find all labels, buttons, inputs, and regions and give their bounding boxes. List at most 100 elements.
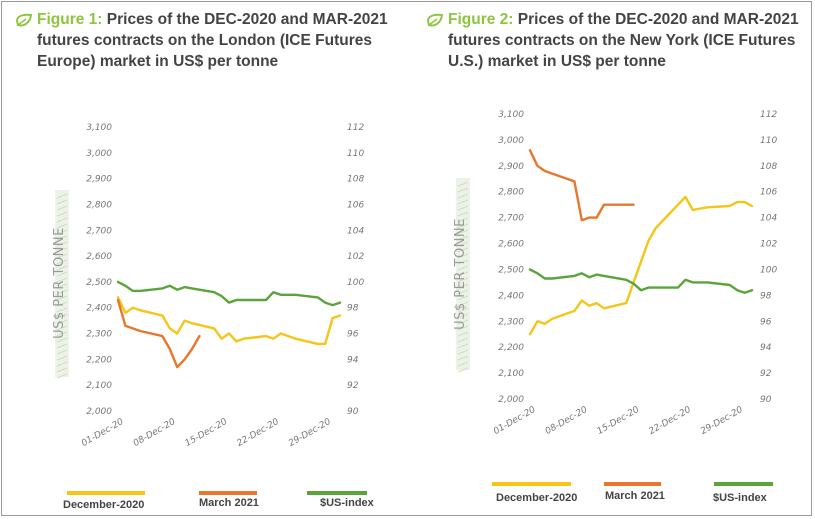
chart-2-y2-tick-label: 96	[760, 317, 772, 327]
chart-1-x-tick-label: 15-Dec-20	[184, 417, 230, 449]
chart-2-x-tick-label: 29-Dec-20	[699, 405, 745, 437]
figure-1-title-line-1: Prices of the DEC-2020 and MAR-2021	[106, 11, 388, 28]
chart-2-y2-tick-label: 98	[760, 291, 772, 301]
chart-1-y-axis-label: US$ PER TONNE	[52, 227, 67, 339]
figure-2-title-line-3: U.S.) market in US$ per tonne	[448, 53, 666, 70]
chart-2-y2-tick-label: 110	[760, 136, 777, 146]
chart-1-series-december-2020	[116, 296, 342, 346]
chart-1-y-tick-label: 2,400	[86, 304, 112, 314]
chart-1-y2-tick-label: 100	[347, 278, 364, 288]
chart-2-series-march-2021	[528, 149, 635, 222]
chart-1-ylabel-band-hatch	[56, 361, 68, 367]
figure-1-title: Figure 1: Prices of the DEC-2020 and MAR…	[37, 9, 397, 72]
chart-2-y2-tick-label: 94	[760, 343, 772, 353]
chart-1-legend-label: $US-index	[320, 497, 375, 509]
chart-1-y2-tick-label: 90	[347, 407, 359, 417]
chart-2-ylabel-band-hatch	[457, 283, 469, 289]
chart-2-x-tick-label: 01-Dec-20	[492, 405, 538, 437]
chart-2-y-tick-label: 2,800	[498, 188, 524, 198]
chart-1-y-tick-label: 2,900	[86, 175, 112, 185]
chart-2-ylabel-band-hatch	[457, 367, 469, 373]
chart-2-y2-tick-label: 92	[760, 369, 772, 379]
chart-1-ylabel-band-hatch	[56, 229, 68, 235]
chart-2-legend-label: $US-index	[713, 492, 768, 504]
chart-2-ylabel-band-hatch	[457, 343, 469, 349]
chart-2-y-tick-label: 2,000	[498, 395, 524, 405]
chart-1-legend-label: December-2020	[63, 499, 144, 511]
chart-1-ylabel-band-hatch	[56, 205, 68, 211]
chart-1-y2-tick-label: 94	[347, 355, 359, 365]
chart-2-ylabel-band-hatch	[457, 205, 469, 211]
chart-2-y-tick-label: 2,300	[498, 317, 524, 327]
chart-2-ylabel-band-hatch	[457, 265, 469, 271]
chart-2-ylabel-band-hatch	[457, 247, 469, 253]
chart-1-y2-tick-label: 106	[347, 200, 364, 210]
chart-2-y2-tick-label: 112	[760, 110, 777, 120]
chart-1-x-tick-label: 29-Dec-20	[287, 417, 333, 449]
chart-1-y2-tick-label: 98	[347, 304, 359, 314]
chart-1-ylabel-band-hatch	[56, 301, 68, 307]
chart-1-x-tick-label: 01-Dec-20	[80, 417, 126, 449]
chart-1-y2-tick-label: 92	[347, 381, 359, 391]
chart-2-y2-tick-label: 106	[760, 188, 777, 198]
chart-1-ylabel-band-hatch	[56, 289, 68, 295]
chart-2-ylabel-band-hatch	[457, 199, 469, 205]
figure-1-title-line-2: futures contracts on the London (ICE Fut…	[37, 32, 372, 49]
chart-1-y2-tick-label: 112	[347, 123, 364, 133]
chart-2-x-tick-label: 15-Dec-20	[596, 405, 642, 437]
chart-1-series--us-index	[116, 280, 342, 307]
chart-1-ylabel-band-hatch	[56, 337, 68, 343]
chart-1-ylabel-band-hatch	[56, 355, 68, 361]
chart-1-y2-tick-label: 110	[347, 149, 364, 159]
chart-2-ylabel-band-hatch	[457, 235, 469, 241]
chart-2-ylabel-band-hatch	[457, 289, 469, 295]
chart-2-series--us-index	[528, 268, 754, 294]
chart-2-ylabel-band-hatch	[457, 181, 469, 187]
chart-1-ylabel-band-hatch	[56, 295, 68, 301]
chart-1-legend-label: March 2021	[199, 497, 259, 509]
chart-1-ylabel-band-hatch	[56, 259, 68, 265]
chart-1-ylabel-band-hatch	[56, 199, 68, 205]
chart-1-y-tick-label: 2,600	[86, 252, 112, 262]
chart-2-ylabel-band-hatch	[457, 313, 469, 319]
chart-1-series-march-2021	[116, 298, 201, 369]
chart-2-ylabel-band-hatch	[457, 217, 469, 223]
chart-1-y-tick-label: 2,100	[86, 381, 112, 391]
chart-1-ylabel-band-hatch	[56, 343, 68, 349]
chart-1-y2-tick-label: 108	[347, 175, 364, 185]
figure-2-title-line-1: Prices of the DEC-2020 and MAR-2021	[517, 11, 799, 28]
chart-2-ylabel-band-hatch	[457, 259, 469, 265]
chart-1-x-tick-label: 08-Dec-20	[132, 417, 178, 449]
chart-2-ylabel-band-hatch	[457, 211, 469, 217]
chart-1-ylabel-band-hatch	[56, 217, 68, 223]
chart-1-y2-tick-label: 102	[347, 252, 364, 262]
chart-1-ylabel-band-hatch	[56, 313, 68, 319]
chart-1-ylabel-band-hatch	[56, 367, 68, 373]
chart-1-y-tick-label: 2,200	[86, 355, 112, 365]
chart-2-ylabel-band-hatch	[457, 361, 469, 367]
chart-2-series-december-2020	[528, 195, 754, 336]
chart-1-y-tick-label: 3,100	[86, 123, 112, 133]
chart-1-ylabel-band-hatch	[56, 277, 68, 283]
chart-1-y2-tick-label: 104	[347, 226, 364, 236]
chart-2-y-tick-label: 2,400	[498, 291, 524, 301]
chart-2-y-tick-label: 2,100	[498, 369, 524, 379]
figure-2-title-line-2: futures contracts on the New York (ICE F…	[448, 32, 796, 49]
chart-2-ylabel-band-hatch	[457, 349, 469, 355]
chart-2-y-axis-label: US$ PER TONNE	[453, 218, 468, 330]
chart-2-legend-label: December-2020	[496, 492, 577, 504]
chart-1-ylabel-band-hatch	[56, 307, 68, 313]
chart-2-y-tick-label: 3,000	[498, 136, 524, 146]
chart-1-y2-tick-label: 96	[347, 330, 359, 340]
chart-1-ylabel-band-hatch	[56, 349, 68, 355]
chart-1-y-tick-label: 2,500	[86, 278, 112, 288]
chart-2-y2-tick-label: 90	[760, 395, 772, 405]
chart-2-ylabel-band-hatch	[457, 223, 469, 229]
chart-2-ylabel-band-hatch	[457, 241, 469, 247]
chart-2-ylabel-band-hatch	[457, 355, 469, 361]
figure-2-lead: Figure 2:	[448, 11, 514, 28]
chart-1-y-tick-label: 2,800	[86, 200, 112, 210]
chart-2-x-tick-label: 22-Dec-20	[647, 405, 693, 437]
